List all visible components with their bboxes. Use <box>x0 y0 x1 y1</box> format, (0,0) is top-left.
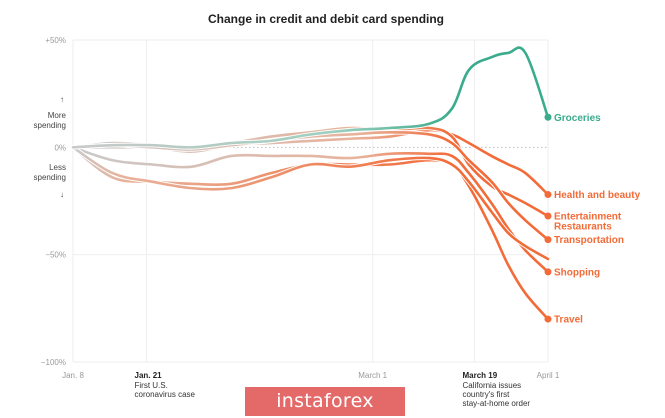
series-endpoint-dot <box>544 268 552 276</box>
series-label: Restaurants <box>554 222 612 233</box>
x-axis-ticks: Jan. 8 March 1 April 1 <box>62 371 560 380</box>
y-axis-ticks: +50% 0% −50% −100% <box>41 36 66 367</box>
x-tick-label: March 1 <box>358 371 387 380</box>
instaforex-watermark: instaforex <box>245 387 405 416</box>
series-label: Transportation <box>554 235 624 246</box>
y-tick-label: −100% <box>41 358 66 367</box>
series-lines <box>70 45 551 322</box>
less-spending-label: Less <box>49 163 66 172</box>
series-endpoint-dot <box>544 236 552 244</box>
annotation-heading: Jan. 21 <box>135 371 163 380</box>
down-arrow-icon: ↓ <box>60 190 64 199</box>
series-label: Travel <box>554 315 583 326</box>
series-endpoint-dot <box>544 113 552 121</box>
series-label: Health and beauty <box>554 190 641 201</box>
x-tick-label: April 1 <box>537 371 560 380</box>
annotation-text: coronavirus case <box>135 390 196 399</box>
series-line-other <box>71 146 550 261</box>
series-line-groceries <box>71 46 550 149</box>
annotation-text: First U.S. <box>135 381 168 390</box>
annotation-text: California issues <box>462 381 521 390</box>
chart-title: Change in credit and debit card spending <box>208 12 444 26</box>
y-tick-label: −50% <box>45 251 66 260</box>
y-tick-label: +50% <box>45 36 66 45</box>
less-spending-label: spending <box>34 173 66 182</box>
series-line-shopping <box>71 146 550 274</box>
series-endpoint-dot <box>544 191 552 199</box>
annotation-text: stay-at-home order <box>462 399 530 408</box>
more-spending-label: More <box>48 111 67 120</box>
gridlines <box>72 39 549 363</box>
series-label: Shopping <box>554 267 600 278</box>
annotation-heading: March 19 <box>462 371 497 380</box>
up-arrow-icon: ↑ <box>60 95 64 104</box>
series-line-transportation <box>71 131 550 241</box>
annotation-text: country's first <box>462 390 510 399</box>
series-label: Entertainment <box>554 212 622 223</box>
series-endpoint-dot <box>544 212 552 220</box>
series-labels: Health and beauty EntertainmentRestaurant… <box>544 113 641 326</box>
more-spending-label: spending <box>34 121 66 130</box>
series-label: Groceries <box>554 113 601 124</box>
x-tick-label: Jan. 8 <box>62 371 84 380</box>
series-endpoint-dot <box>544 315 552 323</box>
y-tick-label: 0% <box>54 143 66 152</box>
